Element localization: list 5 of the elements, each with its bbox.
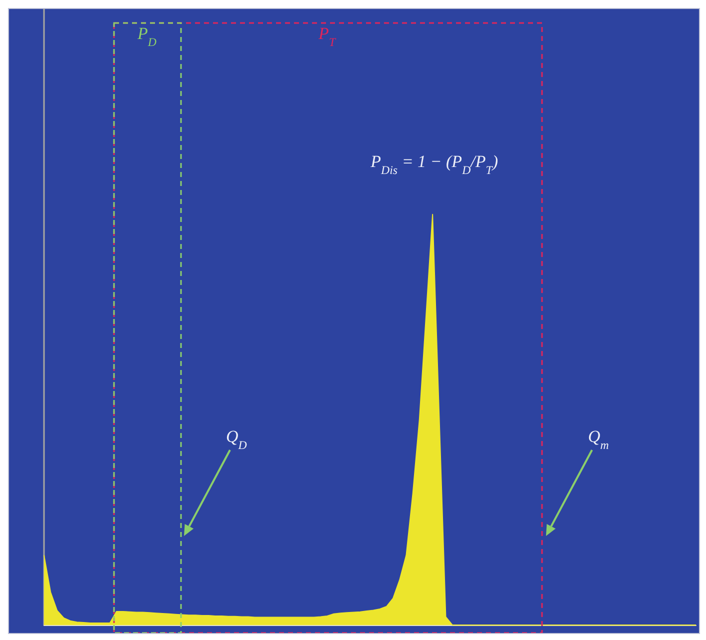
text: P$_{T}$ (317, 24, 337, 49)
annotation: Q$_{m}$ (588, 427, 610, 452)
text: P$_{Dis}$ = 1 − (P$_{D}$/P$_{T}$) (370, 152, 498, 177)
text: P$_{D}$ (136, 24, 157, 49)
annotation: Q$_{D}$ (226, 427, 248, 452)
